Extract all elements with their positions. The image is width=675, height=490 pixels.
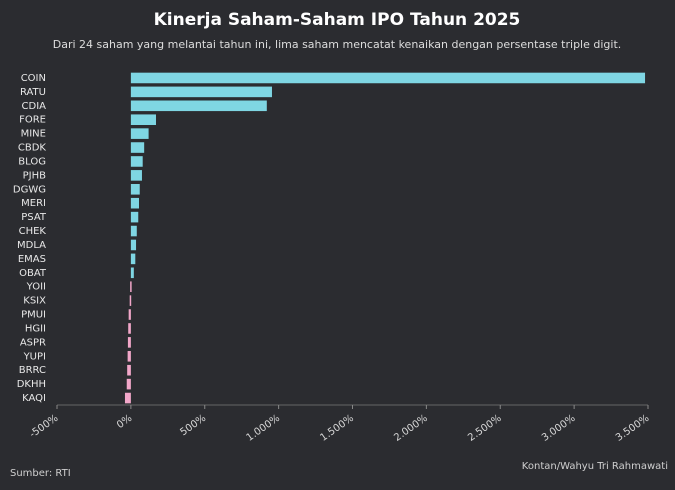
y-tick-label: CBDK	[18, 143, 47, 154]
y-tick-label: RATU	[20, 87, 46, 98]
bar	[130, 72, 646, 84]
bar	[130, 86, 272, 98]
y-tick-label: KSIX	[23, 296, 46, 307]
y-tick-label: MERI	[21, 198, 46, 209]
bar	[130, 184, 140, 195]
bar	[127, 364, 131, 376]
y-tick-label: MDLA	[17, 240, 46, 251]
y-tick-label: DGWG	[13, 184, 46, 195]
y-tick-label: MINE	[21, 129, 46, 140]
y-tick-label: KAQI	[22, 393, 46, 404]
bar	[130, 114, 156, 125]
bar	[124, 392, 131, 404]
bar	[130, 197, 140, 209]
bar	[130, 156, 143, 167]
y-tick-label: ASPR	[20, 337, 46, 348]
bar	[126, 378, 131, 390]
bar	[130, 170, 142, 181]
y-tick-label: OBAT	[19, 268, 47, 279]
y-tick-label: PMUI	[21, 310, 46, 321]
bar	[128, 309, 131, 320]
y-tick-label: PJHB	[23, 170, 46, 181]
chart-title: Kinerja Saham-Saham IPO Tahun 2025	[154, 10, 521, 30]
credit: Kontan/Wahyu Tri Rahmawati	[522, 461, 668, 472]
y-tick-label: YOII	[26, 282, 46, 293]
y-tick-label: PSAT	[21, 212, 47, 223]
bar	[127, 351, 131, 362]
source: Sumber: RTI	[10, 468, 71, 479]
bar	[130, 142, 145, 153]
y-tick-label: FORE	[19, 115, 46, 126]
y-tick-label: EMAS	[18, 254, 46, 265]
bar	[130, 100, 267, 112]
bar	[130, 128, 149, 139]
y-tick-label: COIN	[21, 73, 46, 84]
y-tick-label: BLOG	[18, 156, 46, 167]
bar	[127, 337, 131, 348]
bar	[130, 253, 136, 265]
y-tick-label: DKHH	[17, 379, 46, 390]
bar	[130, 267, 134, 279]
bar	[129, 295, 132, 306]
bar	[130, 281, 132, 292]
bar	[128, 323, 131, 334]
bar	[130, 211, 139, 223]
bar	[130, 239, 137, 251]
y-tick-label: YUPI	[23, 351, 46, 362]
y-tick-label: HGII	[25, 323, 46, 334]
y-tick-label: CDIA	[22, 101, 47, 112]
chart-subtitle: Dari 24 saham yang melantai tahun ini, l…	[53, 38, 622, 51]
y-tick-label: BRRC	[19, 365, 46, 376]
y-tick-label: CHEK	[19, 226, 47, 237]
bar	[130, 225, 137, 237]
